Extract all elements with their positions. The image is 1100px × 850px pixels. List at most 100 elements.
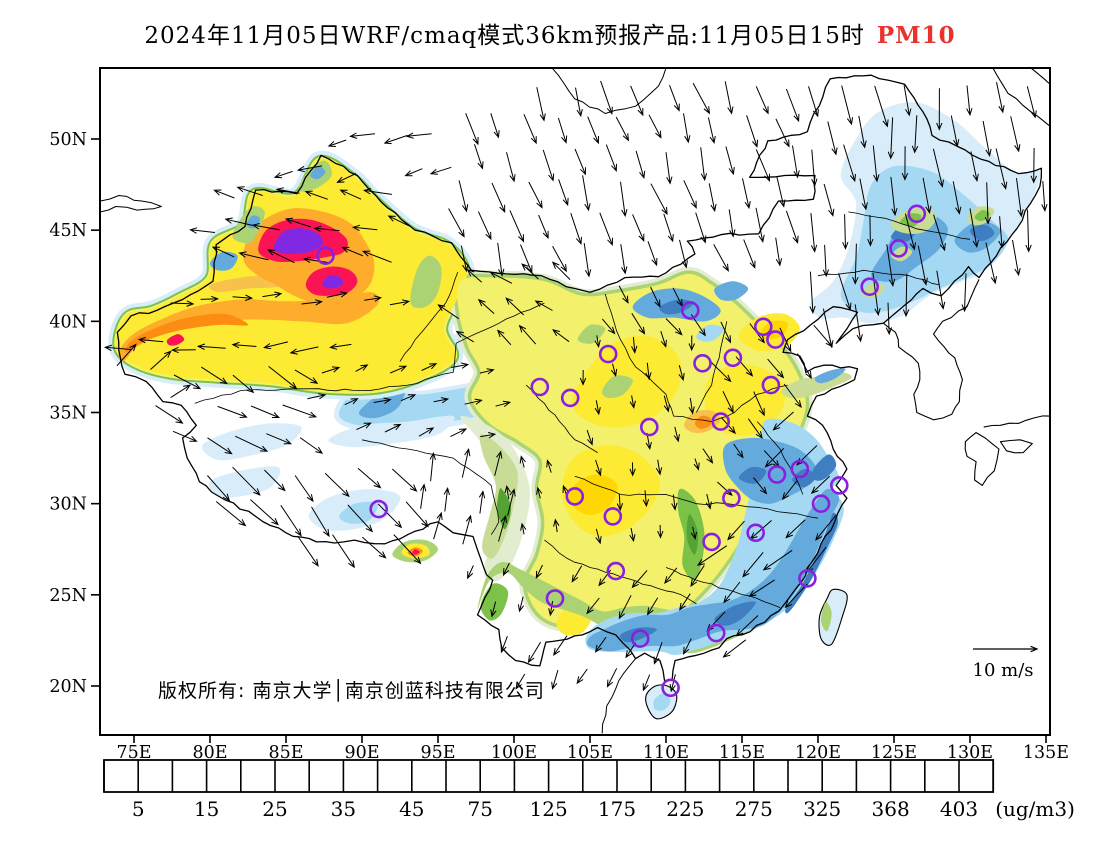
prov-3 xyxy=(604,293,788,423)
city-marker-shenyang xyxy=(860,277,880,297)
city-marker-harbin xyxy=(907,204,927,224)
prov-11 xyxy=(525,384,598,453)
city-marker-lhasa xyxy=(369,499,389,519)
svg-text:80E: 80E xyxy=(192,743,227,763)
svg-text:110E: 110E xyxy=(643,743,689,763)
ncp-y2 xyxy=(704,364,786,436)
city-marker-shanghai xyxy=(829,476,849,495)
svg-text:90E: 90E xyxy=(344,743,379,763)
svg-text:25: 25 xyxy=(262,797,287,821)
xj-blue-ili xyxy=(209,251,238,271)
city-marker-yinchuan xyxy=(598,344,618,364)
city-marker-nanjing xyxy=(790,459,810,479)
svg-text:125E: 125E xyxy=(871,743,917,763)
city-markers xyxy=(316,204,927,698)
tarim-orange-core xyxy=(125,313,249,353)
svg-text:50N: 50N xyxy=(49,130,87,150)
city-marker-haikou xyxy=(661,678,680,698)
tarim-orange xyxy=(118,292,380,362)
svg-text:125: 125 xyxy=(530,797,568,821)
svg-text:105E: 105E xyxy=(567,743,613,763)
svg-text:275: 275 xyxy=(735,797,773,821)
hainan-b2 xyxy=(653,693,671,711)
copyright-text: 版权所有: 南京大学│南京创蓝科技有限公司 xyxy=(158,680,545,702)
wind-legend-label: 10 m/s xyxy=(972,660,1034,681)
svg-text:325: 325 xyxy=(803,797,841,821)
city-marker-urumqi xyxy=(316,246,335,265)
svg-text:135E: 135E xyxy=(1023,743,1069,763)
innermongolia-b3b xyxy=(714,281,749,301)
city-marker-kunming xyxy=(545,589,565,608)
city-marker-beijing xyxy=(753,317,773,337)
svg-text:100E: 100E xyxy=(491,743,537,763)
qinghai-b1-south xyxy=(328,415,455,448)
city-marker-hefei xyxy=(767,465,787,484)
svg-text:5: 5 xyxy=(132,797,145,821)
city-marker-xining xyxy=(530,377,550,397)
jiangsu-b4 xyxy=(812,454,837,481)
city-marker-hangzhou xyxy=(811,494,831,514)
svg-text:30N: 30N xyxy=(49,495,87,515)
city-marker-chongqing xyxy=(603,507,623,526)
city-marker-guangzhou xyxy=(706,623,726,643)
wind-scale-legend xyxy=(973,645,1039,653)
shanxi-b2 xyxy=(696,324,724,342)
svg-text:20N: 20N xyxy=(49,677,87,697)
amur-coast-1 xyxy=(992,68,1050,128)
tibet-b2-lhasa xyxy=(339,501,378,524)
prov-12 xyxy=(399,271,459,362)
city-marker-fuzhou xyxy=(798,569,817,588)
guangxi-b4 xyxy=(619,627,657,643)
tibet-b1b xyxy=(208,466,281,498)
shandong-b3 xyxy=(814,368,846,384)
ne-b4b xyxy=(969,224,995,242)
city-marker-nanchang xyxy=(746,523,766,543)
prov-2 xyxy=(361,439,500,535)
svg-text:130E: 130E xyxy=(947,743,993,763)
axis-labels: 75E 80E 85E 90E 95E 100E 105E 110E 115E 120E 125E 1… xyxy=(49,67,1069,763)
ne-b3a xyxy=(871,211,948,282)
tarim-red-spot xyxy=(166,334,185,346)
prov-4 xyxy=(574,475,819,519)
henan-orange-core xyxy=(694,415,712,429)
taiwan-g3 xyxy=(820,601,832,632)
tibetE-g5 xyxy=(496,488,512,530)
city-marker-changsha xyxy=(702,532,721,552)
svg-text:175: 175 xyxy=(598,797,636,821)
city-marker-taiyuan xyxy=(693,353,712,373)
svg-text:25N: 25N xyxy=(49,586,87,606)
himalaya-r1 xyxy=(412,549,420,555)
balkhash-lake xyxy=(100,195,162,213)
svg-text:225: 225 xyxy=(666,797,704,821)
city-marker-tianjin xyxy=(766,330,785,349)
svg-text:368: 368 xyxy=(872,797,910,821)
korea-coast xyxy=(883,279,980,421)
svg-text:75: 75 xyxy=(467,797,492,821)
junggar-purple2 xyxy=(322,275,344,289)
colorbar: 5 15 25 35 45 75 125 175 225 275 325 368 403 (ug/m3) xyxy=(103,759,1075,821)
gansu-g3a xyxy=(601,375,633,399)
honshu-coast xyxy=(983,415,1050,428)
city-marker-zhengzhou xyxy=(711,412,731,431)
city-marker-chengdu xyxy=(565,487,585,506)
xj-blue-altai xyxy=(310,166,326,180)
gansu-g3b xyxy=(577,324,606,344)
city-marker-hohhot xyxy=(680,301,700,320)
kyushu-coast xyxy=(964,432,1000,486)
city-marker-changchun xyxy=(889,239,908,258)
svg-text:15: 15 xyxy=(194,797,219,821)
china-border xyxy=(116,74,1043,682)
chart-title: 2024年11月05日WRF/cmaq模式36km预报产品:11月05日15时 P… xyxy=(0,16,1100,50)
chengdu-y3 xyxy=(568,474,618,515)
svg-text:85E: 85E xyxy=(268,743,303,763)
amur-coast-2 xyxy=(1030,68,1050,85)
prov-1 xyxy=(194,302,545,404)
city-marker-lanzhou xyxy=(560,388,580,408)
anhui-b4a xyxy=(738,466,767,484)
city-marker-guiyang xyxy=(606,561,626,581)
city-marker-wuhan xyxy=(722,488,741,508)
svg-text:115E: 115E xyxy=(719,743,765,763)
shikoku-coast xyxy=(999,439,1033,454)
